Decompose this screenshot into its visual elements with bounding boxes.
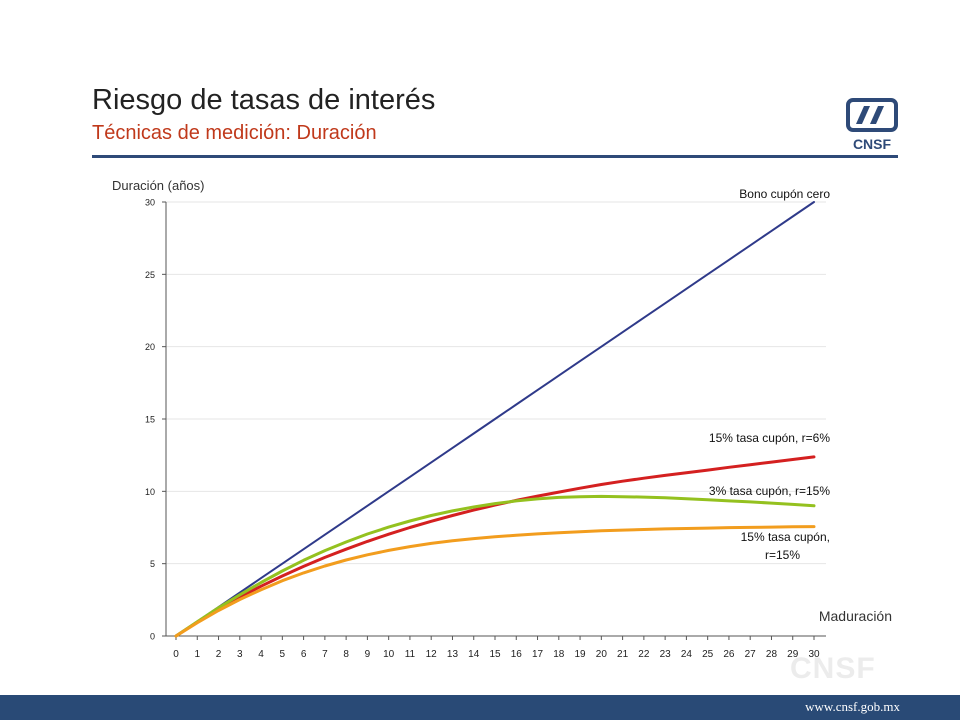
y-tick-label: 30 [145, 198, 155, 208]
cnsf-watermark: CNSF [790, 652, 876, 685]
x-tick-label: 9 [365, 649, 371, 660]
y-tick-labels: 0 5 10 15 20 25 30 [145, 198, 166, 642]
footer-url: www.cnsf.gob.mx [805, 699, 900, 714]
x-tick-label: 13 [447, 649, 459, 660]
x-tick-label: 14 [468, 649, 480, 660]
x-tick-label: 15 [489, 649, 501, 660]
series-line-2 [174, 494, 816, 638]
x-tick-label: 5 [280, 649, 286, 660]
x-tick-label: 2 [216, 649, 222, 660]
x-tick-label: 4 [258, 649, 264, 660]
x-tick-label: 24 [681, 649, 693, 660]
x-tick-label: 1 [194, 649, 200, 660]
x-tick-label: 8 [343, 649, 349, 660]
x-axis-label: Maduración [819, 608, 892, 624]
x-tick-label: 21 [617, 649, 629, 660]
series-annotation-3: 15% tasa cupón, [741, 530, 830, 544]
y-tick-label: 20 [145, 342, 155, 352]
x-tick-label: 17 [532, 649, 544, 660]
x-tick-label: 25 [702, 649, 714, 660]
x-tick-label: 29 [787, 649, 799, 660]
x-tick-label: 23 [660, 649, 672, 660]
footer-bar [0, 695, 960, 720]
series-line-0 [175, 201, 815, 637]
slide-subtitle: Técnicas de medición: Duración [92, 122, 377, 144]
slide-title: Riesgo de tasas de interés [92, 84, 436, 116]
x-tick-label: 7 [322, 649, 328, 660]
x-tick-label: 27 [745, 649, 757, 660]
series-annotation-2: 3% tasa cupón, r=15% [709, 484, 830, 498]
logo-text: CNSF [853, 136, 892, 152]
x-tick-label: 26 [723, 649, 735, 660]
grid-lines [166, 201, 826, 565]
series-annotation-1: 15% tasa cupón, r=6% [709, 431, 830, 445]
series-annotation-3-line2: r=15% [765, 548, 800, 562]
y-axis-label: Duración (años) [112, 178, 205, 193]
series-annotations: Bono cupón cero 15% tasa cupón, r=6% 3% ta… [709, 187, 830, 562]
x-tick-label: 19 [575, 649, 587, 660]
x-tick-label: 28 [766, 649, 778, 660]
y-tick-label: 15 [145, 415, 155, 425]
y-tick-label: 25 [145, 270, 155, 280]
y-tick-label: 10 [145, 487, 155, 497]
cnsf-logo-icon: CNSF [846, 98, 898, 152]
x-tick-label: 3 [237, 649, 243, 660]
x-tick-label: 22 [638, 649, 650, 660]
title-divider [92, 155, 898, 158]
x-tick-label: 16 [511, 649, 523, 660]
x-tick-label: 20 [596, 649, 608, 660]
x-tick-label: 30 [808, 649, 820, 660]
x-tick-label: 11 [405, 649, 416, 660]
y-tick-label: 5 [150, 559, 155, 569]
series-lines [174, 201, 816, 638]
x-tick-label: 0 [173, 649, 179, 660]
y-tick-label: 0 [150, 632, 155, 642]
x-tick-label: 10 [383, 649, 395, 660]
x-tick-label: 6 [301, 649, 307, 660]
x-tick-label: 18 [553, 649, 565, 660]
series-annotation-0: Bono cupón cero [739, 187, 830, 201]
series-line-3 [174, 525, 816, 638]
x-tick-labels: 0 1 2 3 4 5 6 7 8 9 10 11 12 13 14 15 16 17 18 19 20 21 22 23 24… [173, 636, 820, 660]
x-tick-label: 12 [426, 649, 438, 660]
